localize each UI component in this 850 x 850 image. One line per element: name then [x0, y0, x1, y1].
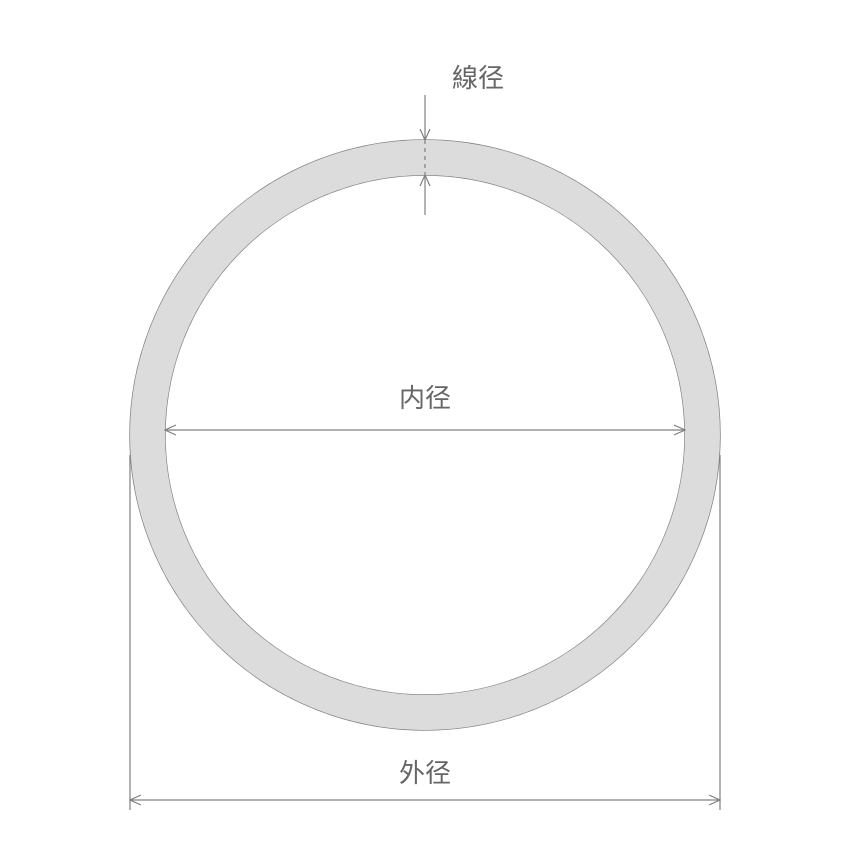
ring-diagram: 内径 外径 線径 — [0, 0, 850, 850]
wire-diameter-label: 線径 — [452, 63, 504, 93]
outer-diameter-label: 外径 — [399, 758, 451, 788]
inner-circle — [165, 175, 685, 695]
ring-fill — [130, 140, 720, 730]
inner-diameter-label: 内径 — [399, 383, 451, 413]
ring-shape — [130, 140, 720, 730]
